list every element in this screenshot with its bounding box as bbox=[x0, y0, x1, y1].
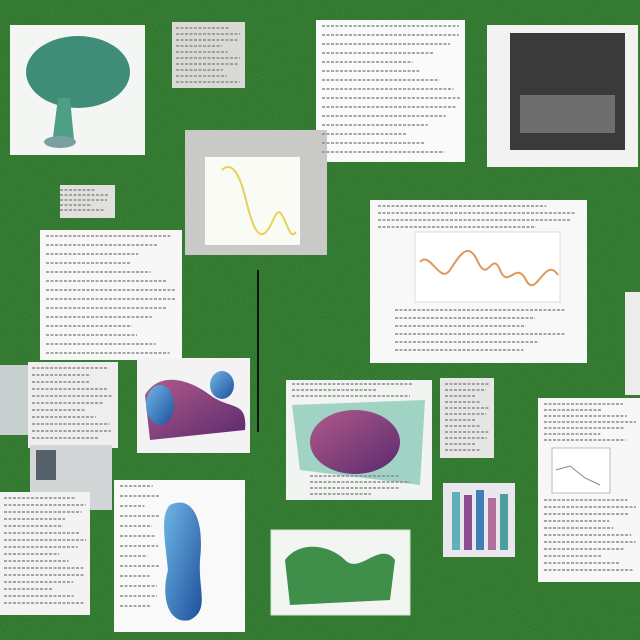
paper bbox=[28, 362, 118, 448]
illustration bbox=[44, 136, 76, 148]
chart-frame bbox=[551, 447, 611, 494]
illustration bbox=[476, 490, 484, 550]
illustration bbox=[452, 492, 460, 550]
paper bbox=[172, 22, 245, 88]
line-decoration bbox=[419, 249, 559, 287]
photo bbox=[36, 450, 56, 480]
illustration bbox=[52, 98, 74, 145]
paper bbox=[316, 20, 465, 162]
illustration bbox=[285, 546, 395, 605]
card bbox=[10, 25, 145, 155]
illustration bbox=[26, 36, 130, 108]
illustration bbox=[488, 498, 496, 550]
illustration bbox=[464, 495, 472, 550]
illustration bbox=[310, 410, 400, 474]
text-lines bbox=[4, 25, 636, 607]
paper bbox=[625, 292, 640, 395]
line-decoration bbox=[555, 465, 601, 486]
illustration bbox=[146, 385, 174, 425]
paper bbox=[0, 365, 28, 435]
illustration bbox=[500, 494, 508, 550]
illustration bbox=[164, 502, 202, 621]
line-decoration bbox=[221, 165, 297, 236]
illustration bbox=[210, 371, 234, 399]
illustration bbox=[452, 490, 508, 550]
chart-frame bbox=[205, 157, 300, 245]
paper bbox=[440, 378, 494, 458]
chart-frame bbox=[414, 231, 561, 303]
paper bbox=[40, 230, 182, 360]
photo bbox=[520, 95, 615, 133]
